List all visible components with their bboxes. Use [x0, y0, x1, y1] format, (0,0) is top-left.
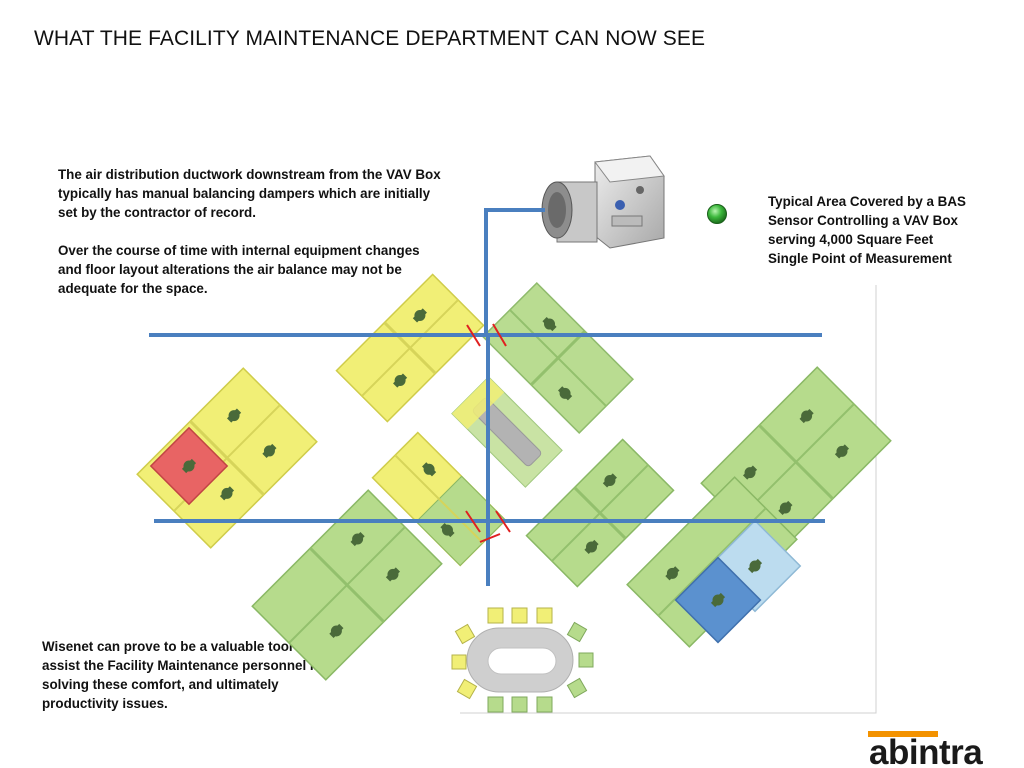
wisenet-note: Wisenet can prove to be a valuable tool … [42, 639, 322, 711]
logo-wordmark: abintra [869, 733, 983, 768]
damper-upper-right [492, 323, 507, 347]
description-paragraph-1: The air distribution ductwork downstream… [58, 167, 441, 220]
zone-yellow-left [136, 367, 318, 549]
damper-upper-left [466, 324, 481, 347]
sensor-indicator-icon [707, 204, 727, 224]
zone-conference-small [451, 376, 563, 488]
description-paragraph-2: Over the course of time with internal eq… [58, 243, 420, 296]
zone-green-center-top [481, 281, 635, 435]
zone-green-center-right [525, 438, 675, 588]
zone-yellow-top [335, 273, 485, 423]
zone-red-alert [149, 426, 229, 506]
ductwork-description: The air distribution ductwork downstream… [58, 165, 443, 298]
vav-box-image [541, 155, 665, 249]
damper-lower-right [495, 510, 511, 533]
legend-line-1: Typical Area Covered by a BAS [768, 194, 966, 209]
damper-lower-left [465, 510, 481, 533]
zone-green-bottom-left [251, 489, 443, 681]
page-title: WHAT THE FACILITY MAINTENANCE DEPARTMENT… [34, 27, 706, 50]
ductwork [149, 208, 825, 586]
conference-table [451, 607, 594, 713]
zone-blue-alert [674, 556, 762, 644]
legend-line-3: serving 4,000 Square Feet [768, 232, 934, 247]
supply-duct-main [484, 208, 545, 334]
legend-line-2: Sensor Controlling a VAV Box [768, 213, 958, 228]
balancing-dampers [465, 323, 511, 543]
sensor-legend-text: Typical Area Covered by a BAS Sensor Con… [768, 192, 983, 268]
damper-lower-riser [479, 533, 501, 543]
logo-accent-bar [868, 731, 938, 737]
legend-line-4: Single Point of Measurement [768, 251, 952, 266]
abintra-logo: abintra [868, 731, 984, 768]
